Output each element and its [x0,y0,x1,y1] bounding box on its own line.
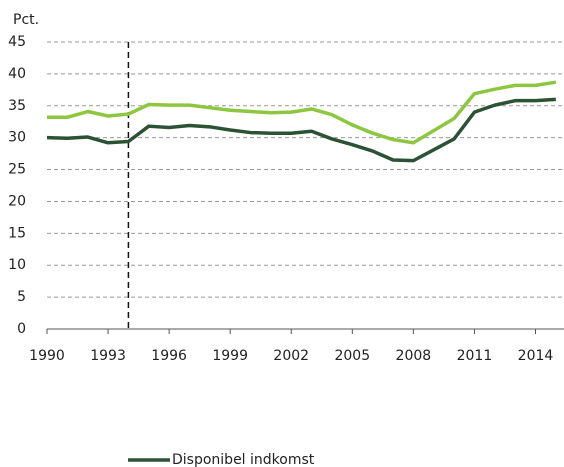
y-tick-label: 5 [17,289,26,305]
y-tick-label: 45 [8,34,26,50]
y-tick-label: 30 [8,130,26,146]
x-tick-label: 2011 [457,348,493,364]
legend-label: Disponibel indkomst [172,452,315,467]
y-tick-label: 0 [17,321,26,337]
y-axis-label: Pct. [13,12,39,28]
x-tick-label: 2014 [518,348,554,364]
x-tick-label: 2002 [273,348,309,364]
x-tick-label: 1990 [29,348,65,364]
x-tick-label: 1999 [212,348,248,364]
y-tick-label: 35 [8,98,26,114]
series-line [46,97,556,163]
y-tick-label: 20 [8,193,26,209]
x-tick-label: 2008 [396,348,432,364]
x-tick-label: 1993 [90,348,126,364]
y-tick-label: 10 [8,257,26,273]
x-tick-label: 2005 [334,348,370,364]
y-tick-label: 15 [8,225,26,241]
y-tick-label: 40 [8,66,26,82]
series-line [47,80,557,145]
y-tick-label: 25 [8,162,26,178]
x-tick-label: 1996 [151,348,187,364]
